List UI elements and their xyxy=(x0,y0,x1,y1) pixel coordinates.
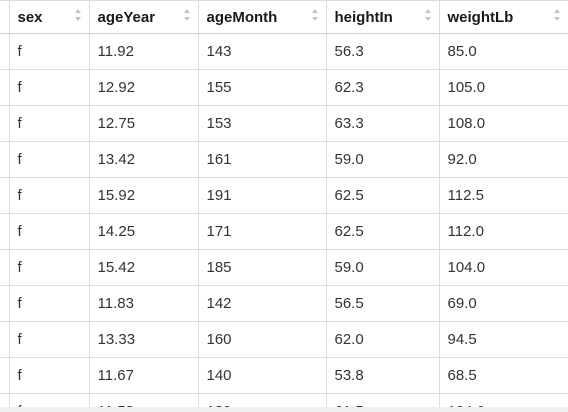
cell-ageyear: 13.42 xyxy=(88,141,199,178)
cell-ageyear: 11.67 xyxy=(88,357,199,394)
cell-heightin: 56.3 xyxy=(325,33,440,70)
sort-arrows-icon[interactable] xyxy=(183,6,191,24)
column-header-label: ageMonth xyxy=(206,8,278,26)
cell-heightin: 56.5 xyxy=(325,285,440,322)
cell-sex: f xyxy=(8,69,90,106)
cell-sex: f xyxy=(8,357,90,394)
table-row: f 11.83 142 56.5 69.0 xyxy=(0,285,568,322)
cell-ageyear: 15.42 xyxy=(88,249,199,286)
cell-agemonth: 185 xyxy=(197,249,327,286)
column-header-label: ageYear xyxy=(97,8,156,26)
row-number-cell xyxy=(0,69,10,106)
cell-weightlb: 108.0 xyxy=(438,105,568,142)
column-header-sex[interactable]: sex xyxy=(8,0,90,34)
cell-heightin: 53.8 xyxy=(325,357,440,394)
cell-agemonth: 143 xyxy=(197,33,327,70)
cell-weightlb: 94.5 xyxy=(438,321,568,358)
cell-weightlb: 105.0 xyxy=(438,69,568,106)
column-header-label: sex xyxy=(17,8,43,26)
table-row: f 14.25 171 62.5 112.0 xyxy=(0,213,568,250)
cell-weightlb: 85.0 xyxy=(438,33,568,70)
cell-heightin: 63.3 xyxy=(325,105,440,142)
cell-sex: f xyxy=(8,33,90,70)
row-number-cell xyxy=(0,249,10,286)
cell-sex: f xyxy=(8,285,90,322)
row-number-header xyxy=(0,0,10,34)
cell-heightin: 62.3 xyxy=(325,69,440,106)
row-number-cell xyxy=(0,285,10,322)
horizontal-scrollbar[interactable] xyxy=(0,407,568,412)
row-number-cell xyxy=(0,177,10,214)
cell-sex: f xyxy=(8,141,90,178)
sort-arrows-icon[interactable] xyxy=(311,6,319,24)
row-number-cell xyxy=(0,33,10,70)
column-header-ageyear[interactable]: ageYear xyxy=(88,0,199,34)
row-number-cell xyxy=(0,105,10,142)
cell-ageyear: 14.25 xyxy=(88,213,199,250)
table-row: f 15.42 185 59.0 104.0 xyxy=(0,249,568,286)
cell-ageyear: 15.92 xyxy=(88,177,199,214)
table-row: f 11.92 143 56.3 85.0 xyxy=(0,33,568,70)
cell-heightin: 59.0 xyxy=(325,141,440,178)
sort-arrows-icon[interactable] xyxy=(553,6,561,24)
cell-weightlb: 92.0 xyxy=(438,141,568,178)
cell-weightlb: 68.5 xyxy=(438,357,568,394)
cell-agemonth: 160 xyxy=(197,321,327,358)
cell-agemonth: 191 xyxy=(197,177,327,214)
cell-heightin: 62.5 xyxy=(325,177,440,214)
row-number-cell xyxy=(0,357,10,394)
cell-sex: f xyxy=(8,249,90,286)
sort-arrows-icon[interactable] xyxy=(74,6,82,24)
row-number-cell xyxy=(0,141,10,178)
cell-ageyear: 13.33 xyxy=(88,321,199,358)
table-row: f 11.67 140 53.8 68.5 xyxy=(0,357,568,394)
cell-ageyear: 12.92 xyxy=(88,69,199,106)
cell-sex: f xyxy=(8,105,90,142)
column-header-label: weightLb xyxy=(447,8,514,26)
cell-ageyear: 11.92 xyxy=(88,33,199,70)
cell-sex: f xyxy=(8,213,90,250)
table-row: f 12.92 155 62.3 105.0 xyxy=(0,69,568,106)
column-header-label: heightIn xyxy=(334,8,393,26)
cell-agemonth: 153 xyxy=(197,105,327,142)
cell-agemonth: 171 xyxy=(197,213,327,250)
cell-ageyear: 11.83 xyxy=(88,285,199,322)
row-number-cell xyxy=(0,213,10,250)
row-number-cell xyxy=(0,321,10,358)
cell-agemonth: 155 xyxy=(197,69,327,106)
header-row: sex ageYear ageMonth heightIn weightLb xyxy=(0,0,568,34)
cell-sex: f xyxy=(8,177,90,214)
cell-weightlb: 69.0 xyxy=(438,285,568,322)
cell-agemonth: 161 xyxy=(197,141,327,178)
table-row: f 12.75 153 63.3 108.0 xyxy=(0,105,568,142)
cell-agemonth: 142 xyxy=(197,285,327,322)
column-header-weightlb[interactable]: weightLb xyxy=(438,0,568,34)
cell-heightin: 62.5 xyxy=(325,213,440,250)
table-row: f 13.33 160 62.0 94.5 xyxy=(0,321,568,358)
table-row: f 13.42 161 59.0 92.0 xyxy=(0,141,568,178)
column-header-heightin[interactable]: heightIn xyxy=(325,0,440,34)
cell-heightin: 62.0 xyxy=(325,321,440,358)
cell-weightlb: 104.0 xyxy=(438,249,568,286)
cell-ageyear: 12.75 xyxy=(88,105,199,142)
cell-sex: f xyxy=(8,321,90,358)
cell-weightlb: 112.0 xyxy=(438,213,568,250)
sort-arrows-icon[interactable] xyxy=(424,6,432,24)
column-header-agemonth[interactable]: ageMonth xyxy=(197,0,327,34)
cell-agemonth: 140 xyxy=(197,357,327,394)
table-row: f 15.92 191 62.5 112.5 xyxy=(0,177,568,214)
cell-weightlb: 112.5 xyxy=(438,177,568,214)
cell-heightin: 59.0 xyxy=(325,249,440,286)
